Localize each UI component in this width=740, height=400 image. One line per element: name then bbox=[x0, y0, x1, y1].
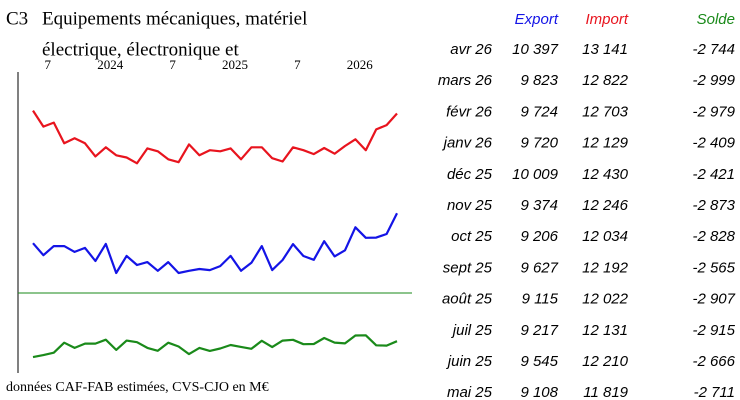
cell-value: 12 246 bbox=[582, 197, 629, 214]
cell-value: 12 430 bbox=[582, 166, 629, 183]
cell-value: 12 703 bbox=[582, 103, 629, 120]
cell-value: 9 627 bbox=[520, 259, 558, 276]
x-tick-label: 2024 bbox=[97, 57, 124, 72]
x-tick-label: 7 bbox=[169, 57, 176, 72]
cell-value: -2 828 bbox=[692, 228, 735, 245]
row-month: août 25 bbox=[442, 291, 493, 308]
cell-value: 9 720 bbox=[520, 135, 558, 152]
column-header: Export bbox=[515, 11, 559, 28]
cell-value: -2 565 bbox=[692, 259, 735, 276]
cell-value: 9 115 bbox=[522, 291, 559, 308]
row-month: déc 25 bbox=[447, 166, 493, 183]
x-tick-label: 7 bbox=[45, 57, 52, 72]
row-month: juil 25 bbox=[451, 322, 493, 339]
cell-value: -2 907 bbox=[692, 291, 735, 308]
cell-value: 10 397 bbox=[512, 41, 559, 58]
cell-value: 12 034 bbox=[582, 228, 628, 245]
x-tick-label: 2026 bbox=[347, 57, 374, 72]
chart-code: C3 bbox=[6, 8, 28, 29]
cell-value: 9 374 bbox=[520, 197, 558, 214]
cell-value: -2 873 bbox=[692, 197, 735, 214]
series-line bbox=[32, 212, 398, 275]
chart-title: Equipements mécaniques, matériel bbox=[42, 8, 307, 29]
row-month: sept 25 bbox=[443, 259, 493, 276]
series-line bbox=[32, 334, 398, 359]
cell-value: 9 108 bbox=[520, 384, 558, 400]
cell-value: 10 009 bbox=[512, 166, 559, 183]
column-header: Import bbox=[585, 11, 628, 28]
cell-value: 12 192 bbox=[582, 259, 629, 276]
cell-value: -2 999 bbox=[692, 72, 735, 89]
cell-value: 12 022 bbox=[582, 291, 629, 308]
cell-value: -2 915 bbox=[692, 322, 735, 339]
row-month: oct 25 bbox=[451, 228, 493, 245]
cell-value: -2 979 bbox=[692, 103, 735, 120]
cell-value: -2 666 bbox=[692, 353, 735, 370]
row-month: janv 26 bbox=[442, 135, 493, 152]
cell-value: 13 141 bbox=[582, 41, 628, 58]
cell-value: 9 206 bbox=[520, 228, 558, 245]
chart-title: électrique, électronique et bbox=[42, 39, 239, 60]
row-month: nov 25 bbox=[447, 197, 493, 214]
cell-value: 12 131 bbox=[582, 322, 628, 339]
row-month: mai 25 bbox=[447, 384, 493, 400]
cell-value: -2 421 bbox=[692, 166, 735, 183]
row-month: juin 25 bbox=[446, 353, 493, 370]
cell-value: 9 545 bbox=[520, 353, 558, 370]
row-month: mars 26 bbox=[438, 72, 493, 89]
series-line bbox=[32, 110, 398, 165]
cell-value: 12 822 bbox=[582, 72, 629, 89]
cell-value: 12 210 bbox=[582, 353, 629, 370]
x-tick-label: 2025 bbox=[222, 57, 248, 72]
cell-value: 9 217 bbox=[520, 322, 558, 339]
row-month: févr 26 bbox=[446, 103, 493, 120]
cell-value: -2 409 bbox=[692, 135, 735, 152]
cell-value: 9 823 bbox=[520, 72, 558, 89]
row-month: avr 26 bbox=[450, 41, 492, 58]
cell-value: -2 711 bbox=[694, 384, 735, 400]
cell-value: 12 129 bbox=[582, 135, 629, 152]
column-header: Solde bbox=[697, 11, 735, 28]
cell-value: 9 724 bbox=[520, 103, 558, 120]
x-tick-label: 7 bbox=[294, 57, 301, 72]
cell-value: -2 744 bbox=[692, 41, 735, 58]
cell-value: 11 819 bbox=[583, 384, 628, 400]
footnote: données CAF-FAB estimées, CVS-CJO en M€ bbox=[6, 380, 269, 395]
